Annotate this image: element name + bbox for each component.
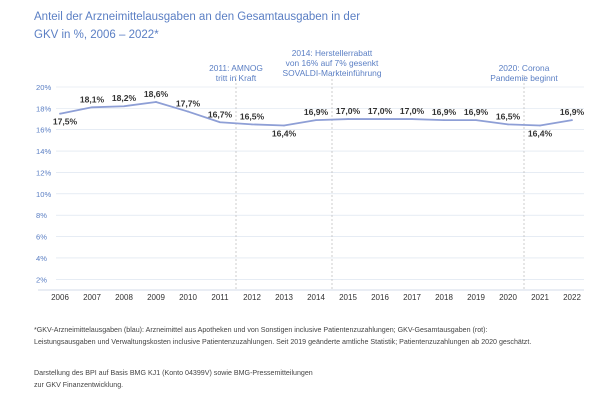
y-tick-label-6: 6% — [36, 233, 47, 242]
x-tick-label-2017: 2017 — [403, 293, 421, 300]
data-point-2006 — [59, 112, 61, 115]
data-label-2008: 18,2% — [112, 93, 137, 103]
data-label-2007: 18,1% — [80, 94, 105, 104]
event-annotation-2014-line-3: SOVALDI-Markteinführung — [283, 68, 382, 78]
event-annotation-2011-line-2: tritt in Kraft — [216, 73, 257, 83]
data-label-2011: 16,7% — [208, 109, 233, 119]
footnote-line-2: Leistungsausgaben und Verwaltungskosten … — [34, 337, 532, 346]
data-label-2016: 17,0% — [368, 106, 393, 116]
data-point-2021 — [539, 124, 541, 127]
x-tick-label-2011: 2011 — [211, 293, 229, 300]
y-tick-label-18: 18% — [36, 104, 51, 113]
x-tick-label-2018: 2018 — [435, 293, 453, 300]
event-annotation-2014-line-2: von 16% auf 7% gesenkt — [286, 58, 379, 68]
data-label-2014: 16,9% — [304, 107, 329, 117]
line-chart: Anteil der Arzneimittelausgaben an den G… — [34, 11, 585, 300]
data-label-2020: 16,5% — [496, 111, 521, 121]
data-label-2015: 17,0% — [336, 106, 361, 116]
data-point-2019 — [475, 119, 477, 122]
data-label-2012: 16,5% — [240, 111, 265, 121]
source-note: Darstellung des BPI auf Basis BMG KJ1 (K… — [34, 368, 313, 391]
x-tick-label-2007: 2007 — [83, 293, 101, 300]
x-tick-label-2020: 2020 — [499, 293, 517, 300]
x-tick-label-2008: 2008 — [115, 293, 133, 300]
x-tick-label-2021: 2021 — [531, 293, 549, 300]
data-point-2016 — [379, 118, 381, 120]
data-label-2021: 16,4% — [528, 128, 553, 138]
footnote: *GKV-Arzneimittelausgaben (blau): Arznei… — [34, 325, 531, 348]
footnote-line-1: *GKV-Arzneimittelausgaben (blau): Arznei… — [34, 326, 488, 334]
data-point-2020 — [507, 123, 509, 126]
y-tick-label-8: 8% — [36, 211, 47, 220]
data-point-2014 — [315, 119, 317, 122]
data-label-2009: 18,6% — [144, 89, 169, 99]
x-tick-label-2016: 2016 — [371, 293, 389, 300]
data-label-2013: 16,4% — [272, 128, 297, 138]
x-tick-label-2006: 2006 — [51, 293, 69, 300]
data-point-2010 — [187, 110, 189, 113]
x-tick-label-2010: 2010 — [179, 293, 197, 300]
data-point-2012 — [251, 123, 253, 126]
event-annotation-2020-line-1: 2020: Corona — [499, 63, 550, 73]
x-tick-label-2012: 2012 — [243, 293, 261, 300]
x-tick-label-2019: 2019 — [467, 293, 485, 300]
data-point-2022 — [571, 119, 573, 122]
x-tick-label-2015: 2015 — [339, 293, 357, 300]
source-line-1: Darstellung des BPI auf Basis BMG KJ1 (K… — [34, 369, 313, 377]
y-tick-label-10: 10% — [36, 190, 51, 199]
data-label-2018: 16,9% — [432, 107, 457, 117]
source-line-2: zur GKV Finanzentwicklung. — [34, 380, 124, 389]
data-label-2017: 17,0% — [400, 106, 425, 116]
chart-title-line-1: Anteil der Arzneimittelausgaben an den G… — [34, 11, 360, 23]
data-label-2006: 17,5% — [53, 117, 78, 127]
y-tick-label-2: 2% — [36, 275, 47, 284]
y-tick-label-16: 16% — [36, 126, 51, 135]
data-point-2017 — [411, 118, 413, 120]
data-label-2019: 16,9% — [464, 107, 489, 117]
y-tick-label-12: 12% — [36, 168, 51, 177]
data-point-2007 — [91, 106, 93, 109]
data-point-2018 — [443, 119, 445, 122]
x-tick-label-2022: 2022 — [563, 293, 581, 300]
x-tick-label-2014: 2014 — [307, 293, 325, 300]
event-annotation-2014-line-1: 2014: Herstellerrabatt — [292, 48, 373, 58]
x-tick-label-2013: 2013 — [275, 293, 293, 300]
chart-title-line-2: GKV in %, 2006 – 2022* — [34, 29, 159, 41]
data-label-2010: 17,7% — [176, 99, 201, 109]
data-point-2013 — [283, 124, 285, 127]
data-point-2009 — [155, 101, 157, 103]
data-point-2008 — [123, 105, 125, 108]
x-tick-label-2009: 2009 — [147, 293, 165, 300]
y-tick-label-14: 14% — [36, 147, 51, 156]
event-annotation-2020-line-2: Pandemie beginnt — [490, 73, 558, 83]
data-label-2022: 16,9% — [560, 107, 585, 117]
y-tick-label-20: 20% — [36, 83, 51, 92]
y-tick-label-4: 4% — [36, 254, 47, 263]
data-point-2011 — [219, 121, 221, 124]
event-annotation-2011-line-1: 2011: AMNOG — [209, 63, 263, 73]
data-point-2015 — [347, 118, 349, 120]
